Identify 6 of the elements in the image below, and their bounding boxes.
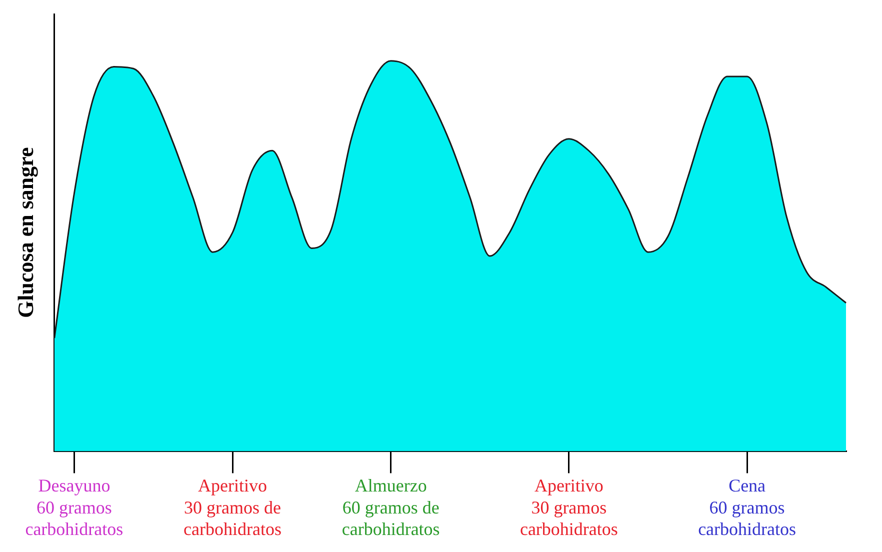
y-axis-title: Glucosa en sangre xyxy=(12,147,38,318)
x-tick-label: Almuerzo 60 gramos de carbohidratos xyxy=(342,476,440,539)
x-tick-label: Desayuno 60 gramos carbohidratos xyxy=(25,476,124,539)
x-tick-label: Aperitivo 30 gramos carbohidratos xyxy=(520,476,618,539)
x-tick-label: Cena 60 gramos carbohidratos xyxy=(698,476,796,539)
x-tick-label: Aperitivo 30 gramos de carbohidratos xyxy=(184,476,282,539)
